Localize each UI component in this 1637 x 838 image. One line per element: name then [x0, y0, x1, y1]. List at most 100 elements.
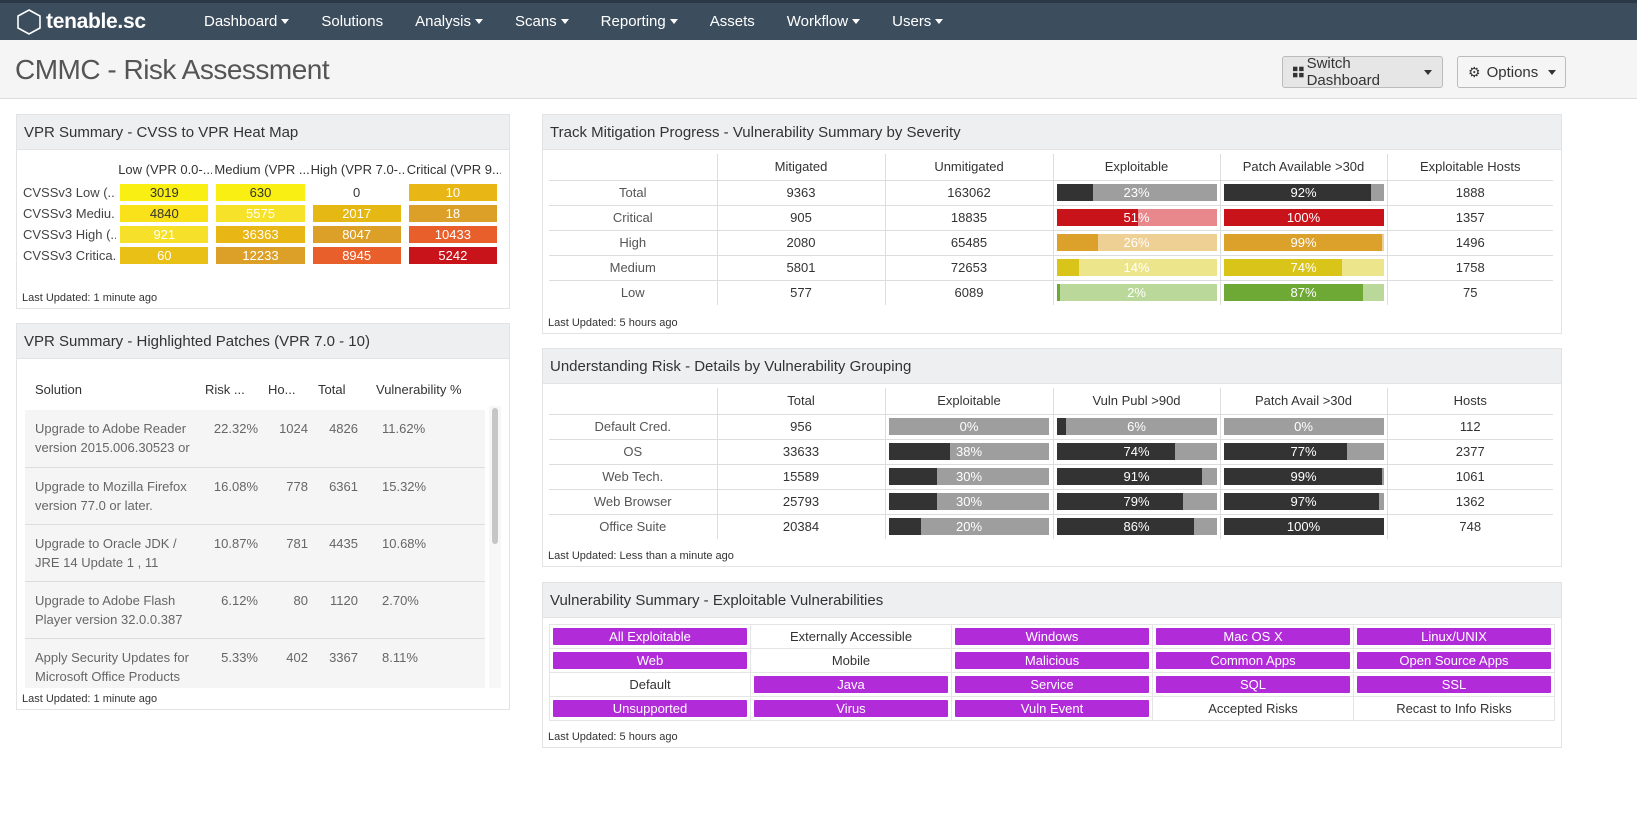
- logo[interactable]: tenable.sc: [16, 8, 176, 36]
- cell-exploitable[interactable]: 30%: [884, 463, 1053, 489]
- table-row[interactable]: Upgrade to Adobe Flash Player version 32…: [25, 581, 485, 639]
- column-header[interactable]: High (VPR 7.0-...: [310, 161, 405, 177]
- cell-patch-available[interactable]: 99%: [1219, 229, 1387, 255]
- cell-mitigated[interactable]: 9363: [716, 179, 885, 205]
- nav-item-solutions[interactable]: Solutions: [305, 13, 399, 30]
- nav-item-workflow[interactable]: Workflow: [771, 13, 876, 30]
- table-row[interactable]: Upgrade to Mozilla Firefox version 77.0 …: [25, 467, 485, 525]
- cell-total[interactable]: 25793: [716, 488, 885, 514]
- cell-patch-avail[interactable]: 100%: [1219, 513, 1387, 539]
- heatmap-cell[interactable]: 60: [120, 247, 209, 264]
- filter-web[interactable]: Web: [553, 652, 747, 669]
- cell-hosts[interactable]: 1362: [1386, 488, 1553, 514]
- cell-mitigated[interactable]: 905: [716, 204, 885, 230]
- table-row[interactable]: Medium 5801 72653 14% 74% 1758: [549, 254, 1553, 280]
- cell-hosts[interactable]: 1758: [1386, 254, 1553, 280]
- heatmap-cell[interactable]: 4840: [120, 205, 209, 222]
- cell-hosts[interactable]: 75: [1386, 279, 1553, 305]
- cell-hosts[interactable]: 2377: [1386, 438, 1553, 464]
- filter-externally-accessible[interactable]: Externally Accessible: [789, 629, 913, 644]
- column-header[interactable]: Vulnerability %: [376, 381, 462, 397]
- heatmap-cell[interactable]: 5575: [216, 205, 305, 222]
- cell-total[interactable]: 956: [716, 413, 885, 439]
- filter-unsupported[interactable]: Unsupported: [553, 700, 747, 717]
- cell-exploitable[interactable]: 51%: [1052, 204, 1220, 230]
- cell-exploitable[interactable]: 20%: [884, 513, 1053, 539]
- cell-hosts[interactable]: 748: [1386, 513, 1553, 539]
- filter-recast-to-info-risks[interactable]: Recast to Info Risks: [1396, 701, 1512, 716]
- cell-patch-avail[interactable]: 97%: [1219, 488, 1387, 514]
- filter-mobile[interactable]: Mobile: [831, 653, 871, 668]
- table-row[interactable]: Low 577 6089 2% 87% 75: [549, 279, 1553, 305]
- heatmap-cell[interactable]: 18: [408, 205, 497, 222]
- table-row[interactable]: Total 9363 163062 23% 92% 1888: [549, 179, 1553, 205]
- heatmap-cell[interactable]: 8047: [312, 226, 401, 243]
- heatmap-cell[interactable]: 2017: [312, 205, 401, 222]
- filter-sql[interactable]: SQL: [1156, 676, 1350, 693]
- nav-item-dashboard[interactable]: Dashboard: [188, 13, 305, 30]
- cell-unmitigated[interactable]: 6089: [884, 279, 1053, 305]
- column-header[interactable]: Critical (VPR 9....: [406, 161, 501, 177]
- cell-total[interactable]: 20384: [716, 513, 885, 539]
- column-header[interactable]: Low (VPR 0.0-...: [118, 161, 213, 177]
- filter-accepted-risks[interactable]: Accepted Risks: [1208, 701, 1298, 716]
- heatmap-cell[interactable]: 630: [216, 184, 305, 201]
- switch-dashboard-button[interactable]: Switch Dashboard: [1282, 55, 1443, 89]
- filter-all-exploitable[interactable]: All Exploitable: [553, 628, 747, 645]
- table-row[interactable]: Web Tech. 15589 30% 91% 99% 1061: [549, 463, 1553, 489]
- table-row[interactable]: Default Cred. 956 0% 6% 0% 112: [549, 413, 1553, 439]
- cell-mitigated[interactable]: 5801: [716, 254, 885, 280]
- cell-total[interactable]: 33633: [716, 438, 885, 464]
- heatmap-cell[interactable]: 0: [353, 185, 361, 200]
- cell-unmitigated[interactable]: 72653: [884, 254, 1053, 280]
- table-row[interactable]: Critical 905 18835 51% 100% 1357: [549, 204, 1553, 230]
- cell-hosts[interactable]: 1888: [1386, 179, 1553, 205]
- cell-exploitable[interactable]: 30%: [884, 488, 1053, 514]
- scrollbar-track[interactable]: [489, 406, 501, 688]
- cell-patch-avail[interactable]: 99%: [1219, 463, 1387, 489]
- filter-windows[interactable]: Windows: [955, 628, 1149, 645]
- cell-vuln-publ[interactable]: 79%: [1052, 488, 1220, 514]
- table-row[interactable]: High 2080 65485 26% 99% 1496: [549, 229, 1553, 255]
- cell-hosts[interactable]: 112: [1386, 413, 1553, 439]
- cell-hosts[interactable]: 1496: [1386, 229, 1553, 255]
- column-header[interactable]: Solution: [35, 381, 82, 397]
- cell-unmitigated[interactable]: 163062: [884, 179, 1053, 205]
- heatmap-cell[interactable]: 36363: [216, 226, 305, 243]
- column-header[interactable]: Medium (VPR ...: [214, 161, 309, 177]
- cell-exploitable[interactable]: 38%: [884, 438, 1053, 464]
- filter-ssl[interactable]: SSL: [1357, 676, 1551, 693]
- cell-mitigated[interactable]: 2080: [716, 229, 885, 255]
- filter-service[interactable]: Service: [955, 676, 1149, 693]
- cell-patch-available[interactable]: 92%: [1219, 179, 1387, 205]
- nav-item-scans[interactable]: Scans: [499, 13, 585, 30]
- cell-vuln-publ[interactable]: 6%: [1052, 413, 1220, 439]
- column-header[interactable]: Ho...: [268, 381, 296, 397]
- filter-virus[interactable]: Virus: [754, 700, 948, 717]
- table-row[interactable]: OS 33633 38% 74% 77% 2377: [549, 438, 1553, 464]
- nav-item-analysis[interactable]: Analysis: [399, 13, 499, 30]
- filter-mac-os-x[interactable]: Mac OS X: [1156, 628, 1350, 645]
- cell-vuln-publ[interactable]: 86%: [1052, 513, 1220, 539]
- cell-exploitable[interactable]: 14%: [1052, 254, 1220, 280]
- filter-common-apps[interactable]: Common Apps: [1156, 652, 1350, 669]
- heatmap-cell[interactable]: 10433: [408, 226, 497, 243]
- filter-vuln-event[interactable]: Vuln Event: [955, 700, 1149, 717]
- filter-malicious[interactable]: Malicious: [955, 652, 1149, 669]
- table-row[interactable]: Upgrade to Oracle JDK / JRE 14 Update 1 …: [25, 524, 485, 582]
- filter-default[interactable]: Default: [629, 677, 671, 692]
- cell-patch-avail[interactable]: 77%: [1219, 438, 1387, 464]
- nav-item-users[interactable]: Users: [876, 13, 959, 30]
- heatmap-cell[interactable]: 5242: [408, 247, 497, 264]
- heatmap-cell[interactable]: 12233: [216, 247, 305, 264]
- cell-patch-available[interactable]: 100%: [1219, 204, 1387, 230]
- cell-total[interactable]: 15589: [716, 463, 885, 489]
- table-row[interactable]: Web Browser 25793 30% 79% 97% 1362: [549, 488, 1553, 514]
- heatmap-cell[interactable]: 10: [408, 184, 497, 201]
- table-row[interactable]: Office Suite 20384 20% 86% 100% 748: [549, 513, 1553, 539]
- table-row[interactable]: Upgrade to Adobe Reader version 2015.006…: [25, 410, 485, 468]
- filter-java[interactable]: Java: [754, 676, 948, 693]
- nav-item-reporting[interactable]: Reporting: [585, 13, 694, 30]
- cell-exploitable[interactable]: 26%: [1052, 229, 1220, 255]
- column-header[interactable]: Total: [318, 381, 346, 397]
